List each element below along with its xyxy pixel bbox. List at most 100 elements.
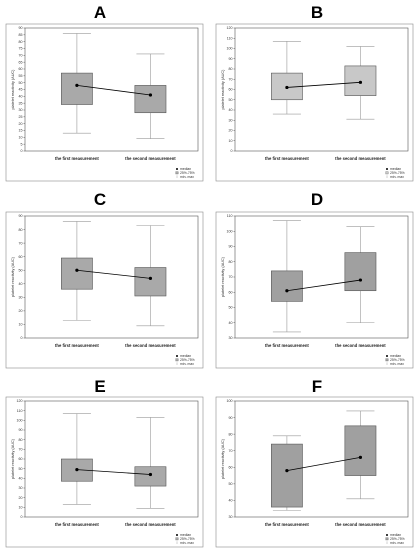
y-tick-label: 30 <box>19 296 23 300</box>
y-tick-label: 50 <box>229 98 233 102</box>
chart-panel: B 0 10 20 30 40 50 60 70 80 90 100 110 120 platelet re… <box>215 3 414 182</box>
category-label: the second measurement <box>335 522 386 527</box>
y-tick-label: 90 <box>19 214 23 218</box>
category-label: the second measurement <box>125 343 176 348</box>
y-tick-label: 30 <box>229 118 233 122</box>
y-tick-label: 10 <box>19 506 23 510</box>
median-point <box>75 468 79 472</box>
y-tick-label: 20 <box>19 496 23 500</box>
category-label: the second measurement <box>335 343 386 348</box>
y-tick-label: 60 <box>229 88 233 92</box>
legend-range-label: min- max <box>180 175 194 179</box>
category-label: the second measurement <box>125 156 176 161</box>
median-connector <box>286 456 361 471</box>
legend-median-marker <box>386 534 388 536</box>
y-tick-label: 30 <box>19 108 23 112</box>
legend-iqr-label: 25%-75% <box>180 537 195 541</box>
y-tick-label: 20 <box>229 129 233 133</box>
legend-median-label: median <box>390 354 401 358</box>
iqr-box <box>61 257 93 290</box>
category-label: the first measurement <box>265 156 309 161</box>
y-tick-label: 35 <box>19 101 23 105</box>
legend-iqr-marker <box>385 537 389 541</box>
legend-range-label: min- max <box>390 362 404 366</box>
iqr-box <box>134 466 167 487</box>
legend-iqr-marker <box>175 358 179 362</box>
iqr-box <box>134 85 167 114</box>
median-connector <box>286 279 361 292</box>
y-tick-label: 60 <box>229 290 233 294</box>
category-label: the second measurement <box>335 156 386 161</box>
legend-iqr-marker <box>385 171 389 175</box>
legend-range-label: min- max <box>390 175 404 179</box>
y-tick-label: 100 <box>227 399 233 403</box>
y-axis-label: platelet reactivity (AUC) <box>221 438 225 479</box>
median-point <box>148 276 153 280</box>
legend-median-marker <box>176 355 178 357</box>
median-connector <box>76 269 151 279</box>
y-tick-label: 15 <box>19 129 23 133</box>
y-tick-label: 55 <box>19 74 23 78</box>
y-tick-label: 20 <box>19 122 23 126</box>
median-point <box>75 268 79 272</box>
category-label: the first measurement <box>55 343 99 348</box>
y-tick-label: 10 <box>19 323 23 327</box>
y-tick-label: 60 <box>19 255 23 259</box>
legend-median-label: median <box>180 354 191 358</box>
y-tick-label: 30 <box>229 336 233 340</box>
chart-panel: A 0 5 10 15 20 25 30 35 40 45 50 55 60 65 70 75 80 85 90 pla… <box>5 3 204 182</box>
y-tick-label: 25 <box>19 115 23 119</box>
y-tick-label: 30 <box>229 515 233 519</box>
y-tick-label: 30 <box>19 486 23 490</box>
median-point <box>75 83 79 87</box>
legend-median-marker <box>386 168 388 170</box>
chart-panel: D 30 40 50 60 70 80 90 100 110 platelet reactivity… <box>215 190 414 369</box>
y-tick-label: 80 <box>229 260 233 264</box>
median-point <box>285 469 289 473</box>
panel-letter: E <box>94 377 105 396</box>
y-tick-label: 10 <box>19 136 23 140</box>
category-label: the first measurement <box>55 156 99 161</box>
plot-area <box>24 215 199 339</box>
legend-range-label: min- max <box>180 362 194 366</box>
y-tick-label: 20 <box>19 309 23 313</box>
legend-median-marker <box>386 355 388 357</box>
legend-median-label: median <box>180 167 191 171</box>
legend-iqr-label: 25%-75% <box>180 358 195 362</box>
iqr-box <box>271 270 303 302</box>
y-tick-label: 110 <box>227 214 233 218</box>
median-point <box>358 455 363 459</box>
y-tick-label: 85 <box>19 33 23 37</box>
panel-letter: F <box>312 377 322 396</box>
y-tick-label: 100 <box>17 419 23 423</box>
y-axis-label: platelet reactivity (AUC) <box>11 69 15 110</box>
y-tick-label: 0 <box>21 149 23 153</box>
iqr-box <box>271 443 303 508</box>
chart-panel: C 0 10 20 30 40 50 60 70 80 90 platelet reactivity … <box>5 190 204 369</box>
y-tick-label: 75 <box>19 47 23 51</box>
y-tick-label: 50 <box>19 467 23 471</box>
legend-iqr-label: 25%-75% <box>180 171 195 175</box>
legend-median-label: median <box>390 167 401 171</box>
plot-area <box>234 400 409 518</box>
iqr-box <box>134 267 167 297</box>
y-tick-label: 90 <box>229 245 233 249</box>
y-tick-label: 110 <box>227 36 233 40</box>
y-tick-label: 90 <box>229 57 233 61</box>
category-label: the second measurement <box>125 522 176 527</box>
iqr-box <box>344 425 377 476</box>
y-tick-label: 70 <box>19 448 23 452</box>
legend-iqr-label: 25%-75% <box>390 537 405 541</box>
y-tick-label: 60 <box>19 67 23 71</box>
y-axis-label: platelet reactivity (AUC) <box>11 438 15 479</box>
legend-median-marker <box>176 168 178 170</box>
legend-iqr-marker <box>175 537 179 541</box>
median-point <box>148 93 153 97</box>
category-label: the first measurement <box>265 522 309 527</box>
y-tick-label: 0 <box>21 515 23 519</box>
y-tick-label: 5 <box>21 142 23 146</box>
iqr-box <box>61 72 93 105</box>
median-point <box>358 80 363 84</box>
y-tick-label: 65 <box>19 60 23 64</box>
y-tick-label: 70 <box>19 54 23 58</box>
